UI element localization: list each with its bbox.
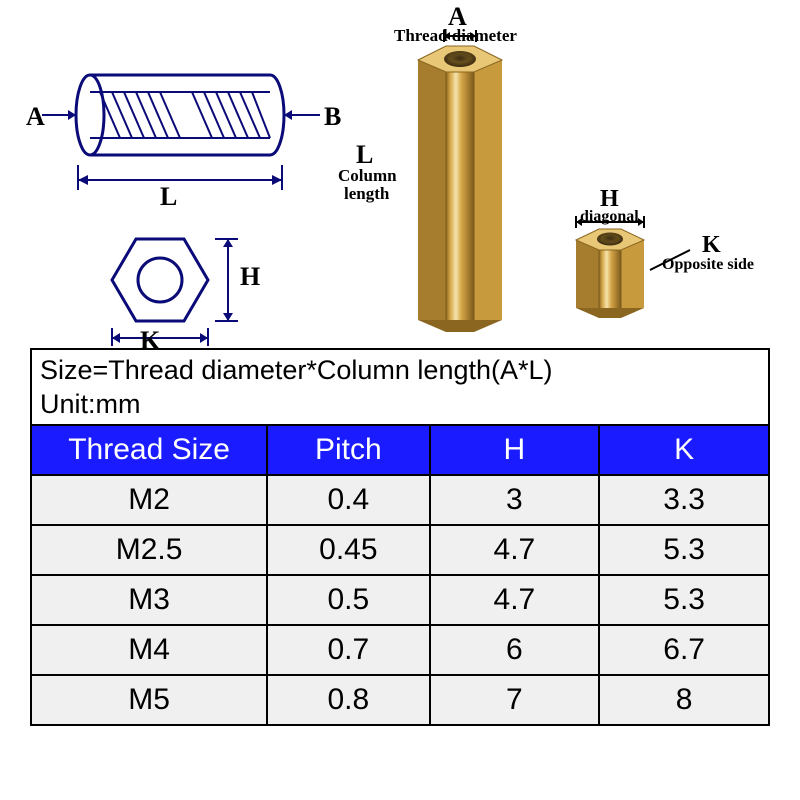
- col-k: K: [599, 425, 769, 475]
- info-unit: Unit:mm: [40, 388, 760, 422]
- table-header-row: Thread Size Pitch H K: [31, 425, 769, 475]
- label-column: Column: [338, 166, 397, 186]
- spec-table: Thread Size Pitch H K M2 0.4 3 3.3 M2.5 …: [30, 424, 770, 726]
- technical-drawing: [30, 30, 350, 350]
- label-l-dim: L: [160, 182, 177, 212]
- info-size-formula: Size=Thread diameter*Column length(A*L): [40, 354, 760, 388]
- label-diagonal: diagonal: [580, 208, 639, 226]
- col-thread-size: Thread Size: [31, 425, 267, 475]
- table-body: M2 0.4 3 3.3 M2.5 0.45 4.7 5.3 M3 0.5 4.…: [31, 475, 769, 725]
- label-opposite-side: Opposite side: [662, 256, 754, 274]
- diagram-area: A B L H K: [30, 10, 770, 350]
- col-h: H: [430, 425, 600, 475]
- table-row: M2.5 0.45 4.7 5.3: [31, 525, 769, 575]
- label-thread-diameter: Thread diameter: [394, 26, 517, 46]
- table-row: M4 0.7 6 6.7: [31, 625, 769, 675]
- info-bar: Size=Thread diameter*Column length(A*L) …: [30, 348, 770, 428]
- table-row: M5 0.8 7 8: [31, 675, 769, 725]
- label-k-big: K: [702, 232, 721, 259]
- table-row: M2 0.4 3 3.3: [31, 475, 769, 525]
- label-a-side: A: [26, 102, 45, 132]
- brass-standoffs: [350, 10, 770, 350]
- label-length: length: [344, 184, 389, 204]
- label-b-side: B: [324, 102, 341, 132]
- table-row: M3 0.5 4.7 5.3: [31, 575, 769, 625]
- col-pitch: Pitch: [267, 425, 429, 475]
- label-h-dim: H: [240, 262, 260, 292]
